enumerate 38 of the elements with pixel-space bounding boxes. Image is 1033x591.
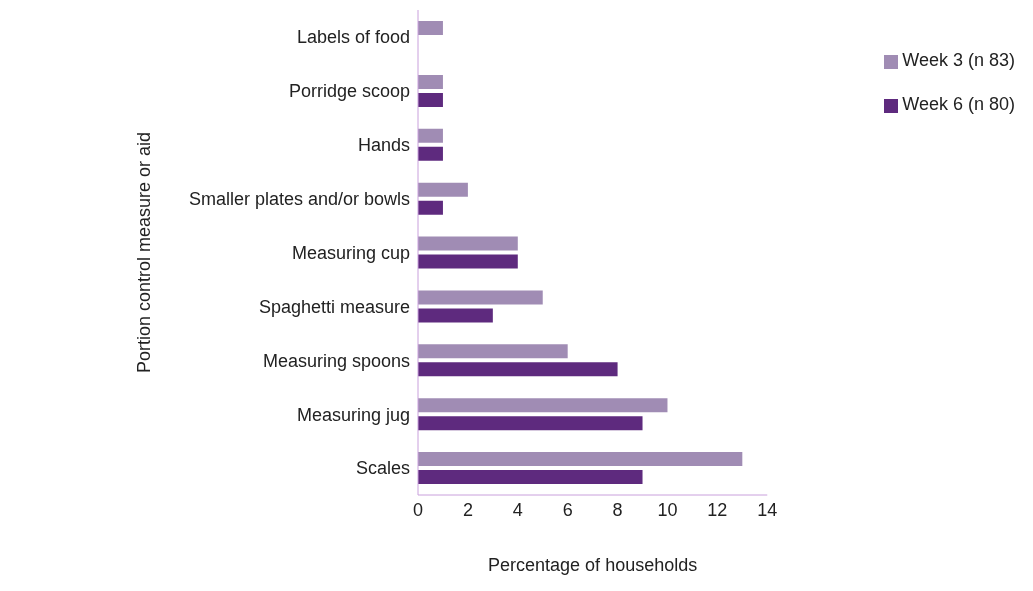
y-tick-label: Smaller plates and/or bowls: [188, 189, 410, 209]
x-tick-label: 8: [612, 499, 623, 520]
x-tick-label: 10: [657, 499, 678, 520]
x-tick-label: 14: [757, 499, 778, 520]
y-tick-label: Measuring spoons: [262, 350, 410, 371]
bar: [418, 74, 443, 89]
bar: [418, 344, 568, 359]
bar: [418, 452, 743, 467]
bar: [418, 308, 493, 323]
bar: [418, 254, 518, 269]
bar: [418, 398, 668, 413]
bar: [418, 416, 643, 431]
y-tick-label: Spaghetti measure: [258, 296, 410, 317]
bar: [418, 21, 443, 35]
y-tick-label: Measuring cup: [291, 242, 410, 263]
x-tick-label: 0: [412, 499, 424, 520]
bar: [418, 470, 643, 485]
x-tick-label: 2: [462, 499, 473, 520]
bar: [418, 182, 468, 197]
x-tick-label: 6: [562, 499, 573, 520]
legend-label: Week 6 (n 80): [902, 94, 1015, 114]
legend-label: Week 3 (n 83): [902, 50, 1015, 70]
x-axis-title: Percentage of households: [488, 555, 698, 575]
y-tick-label: Labels of food: [296, 27, 410, 48]
x-tick-label: 4: [512, 499, 523, 520]
x-tick-label: 12: [707, 499, 728, 520]
bar: [418, 146, 443, 161]
y-tick-label: Hands: [357, 135, 410, 156]
bar: [418, 290, 543, 305]
bar: [418, 92, 443, 107]
bar: [418, 200, 443, 215]
y-tick-label: Scales: [355, 458, 410, 479]
bar: [418, 236, 518, 251]
y-tick-label: Porridge scoop: [288, 81, 410, 102]
y-axis-title: Portion control measure or aid: [134, 131, 155, 374]
bar: [418, 128, 443, 143]
bar: [418, 362, 618, 377]
y-tick-label: Measuring jug: [296, 404, 410, 425]
